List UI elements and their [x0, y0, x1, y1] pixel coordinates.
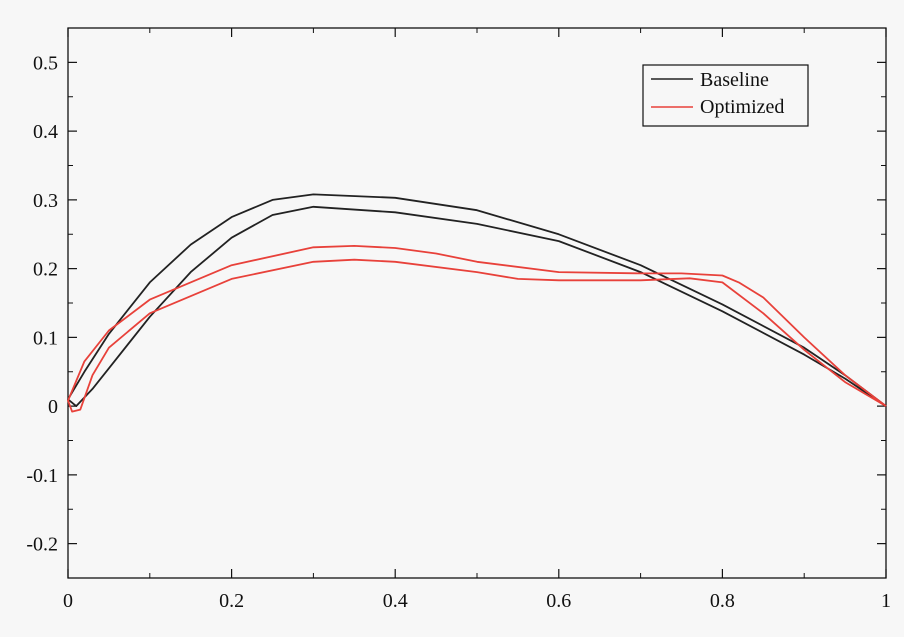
series-line-optimized — [67, 245, 887, 413]
legend-label-baseline: Baseline — [700, 69, 769, 91]
legend-label-optimized: Optimized — [700, 96, 784, 118]
series-line-baseline — [67, 193, 887, 407]
x-tick-label-0: 0 — [63, 590, 73, 612]
tick-marks — [67, 28, 887, 578]
y-tick-label-3: 0.1 — [33, 327, 58, 349]
x-tick-label-3: 0.6 — [546, 590, 571, 612]
y-tick-label-0: -0.2 — [26, 534, 58, 556]
y-tick-label-7: 0.5 — [33, 52, 58, 74]
y-tick-label-4: 0.2 — [33, 259, 58, 281]
x-tick-label-1: 0.2 — [219, 590, 244, 612]
series-layer — [67, 193, 887, 413]
y-tick-label-1: -0.1 — [26, 465, 58, 487]
y-tick-label-6: 0.4 — [33, 121, 58, 143]
y-tick-label-5: 0.3 — [33, 190, 58, 212]
legend: Baseline Optimized — [642, 64, 809, 127]
legend-box — [642, 64, 809, 127]
x-tick-label-4: 0.8 — [710, 590, 735, 612]
tick-labels: 0 0.2 0.4 0.6 0.8 1 -0.2 -0.1 0 0.1 0.2 0.3 0.4 0.5 — [26, 52, 891, 612]
y-tick-label-2: 0 — [48, 396, 58, 418]
x-tick-label-2: 0.4 — [383, 590, 408, 612]
x-tick-label-5: 1 — [881, 590, 891, 612]
